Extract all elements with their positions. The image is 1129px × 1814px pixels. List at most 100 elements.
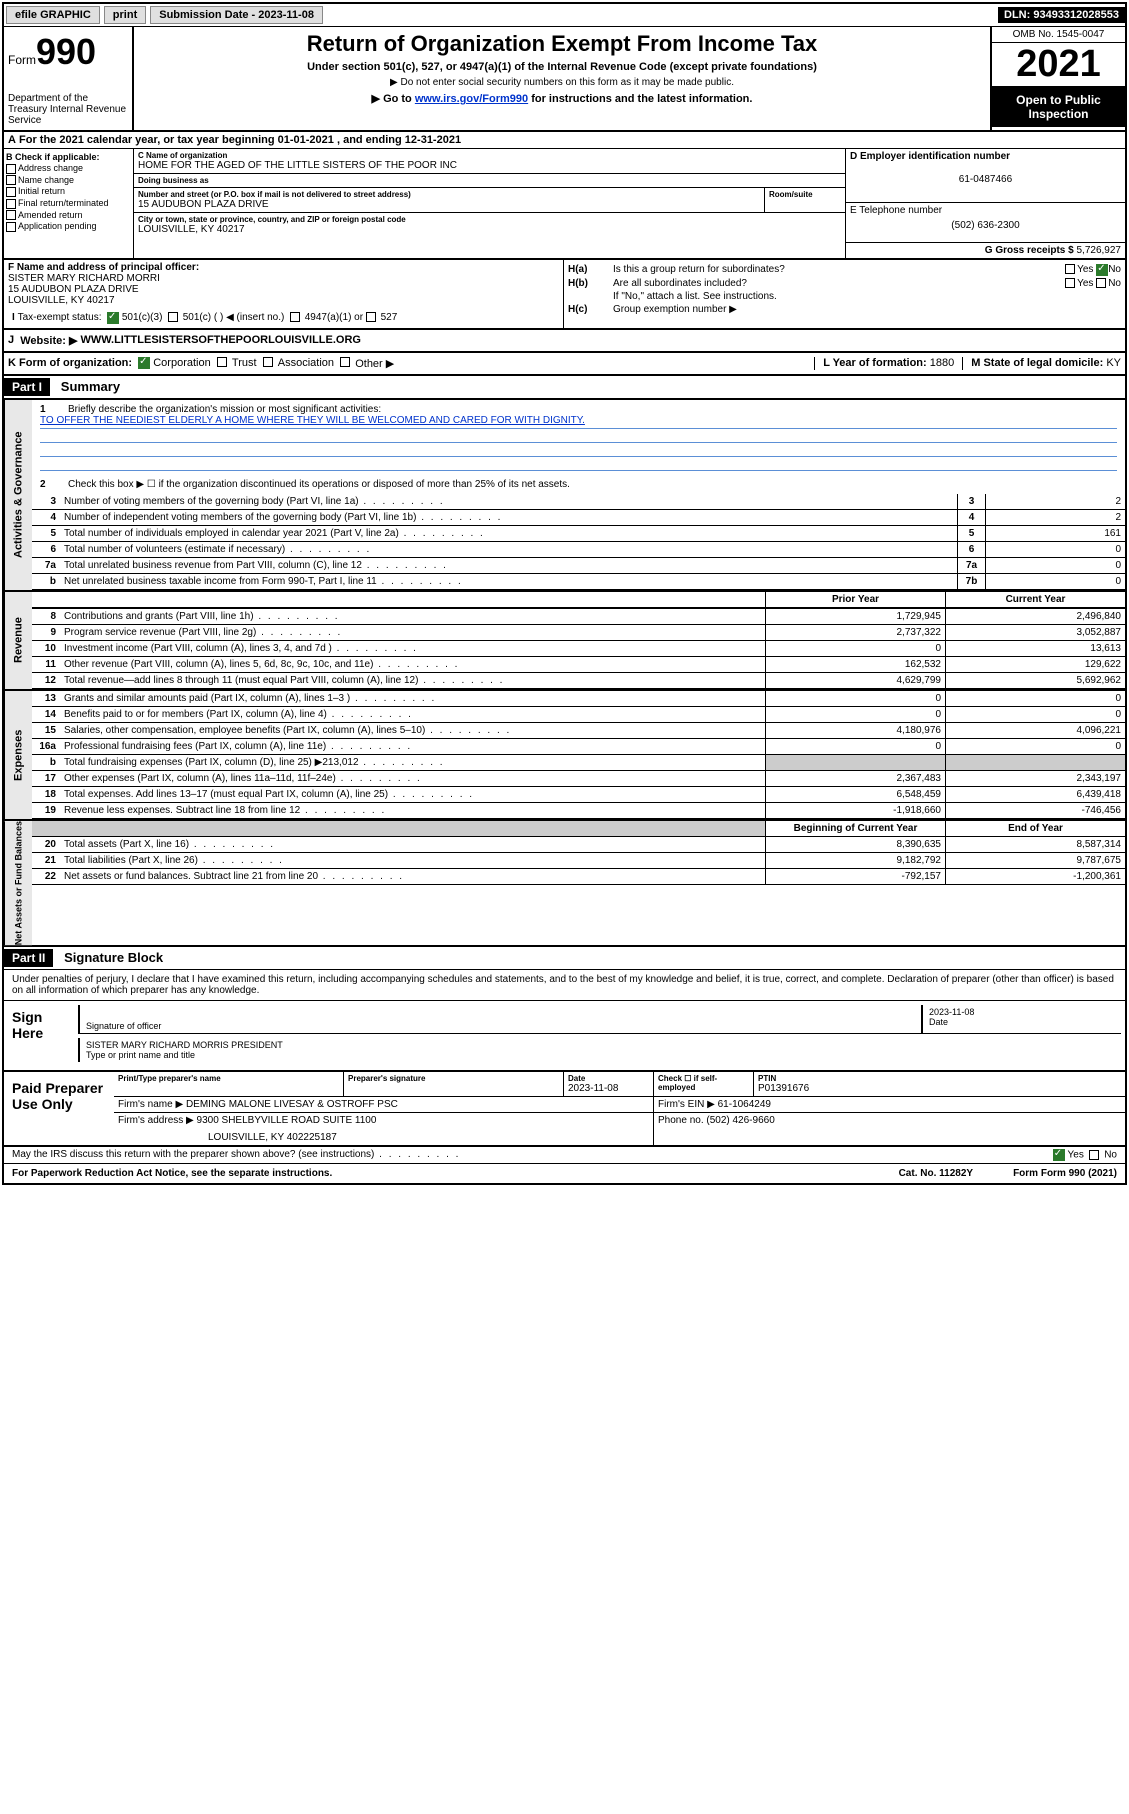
sig-label: Signature of officer — [86, 1021, 915, 1031]
line-desc: Professional fundraising fees (Part IX, … — [60, 739, 765, 754]
line-ref: 7a — [957, 558, 985, 573]
h-c-row: H(c) Group exemption number ▶ — [568, 304, 1121, 315]
line-num: 15 — [32, 723, 60, 738]
mission-box: 1Briefly describe the organization's mis… — [32, 400, 1125, 494]
checkbox-icon[interactable] — [217, 357, 227, 367]
prior-val — [765, 755, 945, 770]
checkbox-icon[interactable] — [340, 357, 350, 367]
prior-val: 6,548,459 — [765, 787, 945, 802]
website-value: WWW.LITTLESISTERSOFTHEPOORLOUISVILLE.ORG — [80, 334, 361, 347]
line-num: 5 — [32, 526, 60, 541]
table-row: 16aProfessional fundraising fees (Part I… — [32, 739, 1125, 755]
checkbox-icon[interactable] — [263, 357, 273, 367]
org-name-box: C Name of organization HOME FOR THE AGED… — [134, 149, 845, 174]
org-info: C Name of organization HOME FOR THE AGED… — [134, 149, 845, 258]
prior-val: 2,367,483 — [765, 771, 945, 786]
line-num: 6 — [32, 542, 60, 557]
line2-text: Check this box ▶ ☐ if the organization d… — [68, 479, 570, 490]
line-ref: 6 — [957, 542, 985, 557]
table-row: 18Total expenses. Add lines 13–17 (must … — [32, 787, 1125, 803]
street-label: Number and street (or P.O. box if mail i… — [138, 190, 760, 199]
subtitle-2: ▶ Do not enter social security numbers o… — [138, 77, 986, 88]
tax-period: A For the 2021 calendar year, or tax yea… — [4, 132, 1125, 149]
irs-link[interactable]: www.irs.gov/Form990 — [415, 93, 528, 105]
dln-value: 93493312028553 — [1033, 9, 1119, 21]
line-desc: Revenue less expenses. Subtract line 18 … — [60, 803, 765, 818]
city-label: City or town, state or province, country… — [138, 215, 841, 224]
checkbox-icon[interactable] — [168, 312, 178, 322]
line1-text: Briefly describe the organization's miss… — [68, 404, 381, 415]
prior-val: 0 — [765, 691, 945, 706]
h-b-row: H(b) Are all subordinates included? Yes … — [568, 278, 1121, 289]
website-label: Website: ▶ — [20, 334, 77, 347]
signer-name: SISTER MARY RICHARD MORRIS PRESIDENT — [86, 1040, 1115, 1050]
checkbox-checked-icon[interactable] — [107, 312, 119, 324]
checkbox-icon[interactable] — [6, 164, 16, 174]
checkbox-checked-icon[interactable] — [1053, 1149, 1065, 1161]
line-desc: Total liabilities (Part X, line 26) — [60, 853, 765, 868]
line-num: 13 — [32, 691, 60, 706]
opt-501c: 501(c) ( ) ◀ (insert no.) — [183, 312, 285, 324]
prep-header-row: Print/Type preparer's name Preparer's si… — [114, 1072, 1125, 1097]
line-num: 20 — [32, 837, 60, 852]
current-year-header: Current Year — [945, 592, 1125, 609]
preparer-table: Print/Type preparer's name Preparer's si… — [114, 1072, 1125, 1145]
firm-addr-row: Firm's address ▶ 9300 SHELBYVILLE ROAD S… — [114, 1113, 1125, 1145]
sign-fields: Signature of officer 2023-11-08 Date SIS… — [74, 1001, 1125, 1070]
cat-no: Cat. No. 11282Y — [899, 1168, 973, 1179]
submission-date-label: Submission Date - — [159, 9, 258, 21]
part-1-header: Part I Summary — [4, 376, 1125, 400]
mission-blank-3 — [40, 457, 1117, 471]
line-desc: Program service revenue (Part VIII, line… — [60, 625, 765, 640]
table-row: bTotal fundraising expenses (Part IX, co… — [32, 755, 1125, 771]
row-k-label: K Form of organization: — [8, 357, 132, 370]
checkbox-checked-icon[interactable] — [1096, 264, 1108, 276]
prior-val: 0 — [765, 739, 945, 754]
prior-val: 9,182,792 — [765, 853, 945, 868]
checkbox-icon[interactable] — [1096, 278, 1106, 288]
discuss-row: May the IRS discuss this return with the… — [4, 1147, 1125, 1164]
ein-box: D Employer identification number 61-0487… — [846, 149, 1125, 203]
right-col: D Employer identification number 61-0487… — [845, 149, 1125, 258]
checkbox-icon[interactable] — [6, 210, 16, 220]
period-b: , and ending — [334, 134, 405, 146]
preparer-section: Paid Preparer Use Only Print/Type prepar… — [4, 1072, 1125, 1147]
current-val: 5,692,962 — [945, 673, 1125, 688]
line-desc: Investment income (Part VIII, column (A)… — [60, 641, 765, 656]
line-num: 11 — [32, 657, 60, 672]
current-val: 2,496,840 — [945, 609, 1125, 624]
table-row: 15Salaries, other compensation, employee… — [32, 723, 1125, 739]
table-row: 8Contributions and grants (Part VIII, li… — [32, 609, 1125, 625]
checkbox-icon[interactable] — [1089, 1150, 1099, 1160]
firm-phone-cell: Phone no. (502) 426-9660 — [654, 1113, 1125, 1145]
checkbox-icon[interactable] — [6, 187, 16, 197]
preparer-label: Paid Preparer Use Only — [4, 1072, 114, 1145]
checkbox-icon[interactable] — [290, 312, 300, 322]
checkbox-icon[interactable] — [6, 175, 16, 185]
street: 15 AUDUBON PLAZA DRIVE — [138, 199, 760, 210]
checkbox-icon[interactable] — [6, 222, 16, 232]
line-num: 18 — [32, 787, 60, 802]
checkbox-icon[interactable] — [366, 312, 376, 322]
expenses-section: Expenses 13Grants and similar amounts pa… — [4, 691, 1125, 821]
period-begin: 01-01-2021 — [278, 134, 334, 146]
city-box: City or town, state or province, country… — [134, 213, 845, 237]
netassets-body: Beginning of Current Year End of Year 20… — [32, 821, 1125, 945]
phone-label: E Telephone number — [850, 205, 1121, 216]
top-toolbar: efile GRAPHIC print Submission Date - 20… — [4, 4, 1125, 27]
checkbox-icon[interactable] — [1065, 264, 1075, 274]
submission-date-value: 2023-11-08 — [258, 9, 314, 21]
checkbox-icon[interactable] — [1065, 278, 1075, 288]
checkbox-checked-icon[interactable] — [138, 357, 150, 369]
chk-initial: Initial return — [6, 186, 131, 197]
line-val: 0 — [985, 558, 1125, 573]
ha-yes: Yes — [1077, 264, 1093, 276]
line-num: 7a — [32, 558, 60, 573]
prior-year-header: Prior Year — [765, 592, 945, 609]
print-button[interactable]: print — [104, 6, 146, 24]
checkbox-icon[interactable] — [6, 199, 16, 209]
efile-label: efile GRAPHIC — [6, 6, 100, 24]
table-row: 20Total assets (Part X, line 16)8,390,63… — [32, 837, 1125, 853]
line-desc: Total number of volunteers (estimate if … — [60, 542, 957, 557]
line-desc: Other expenses (Part IX, column (A), lin… — [60, 771, 765, 786]
